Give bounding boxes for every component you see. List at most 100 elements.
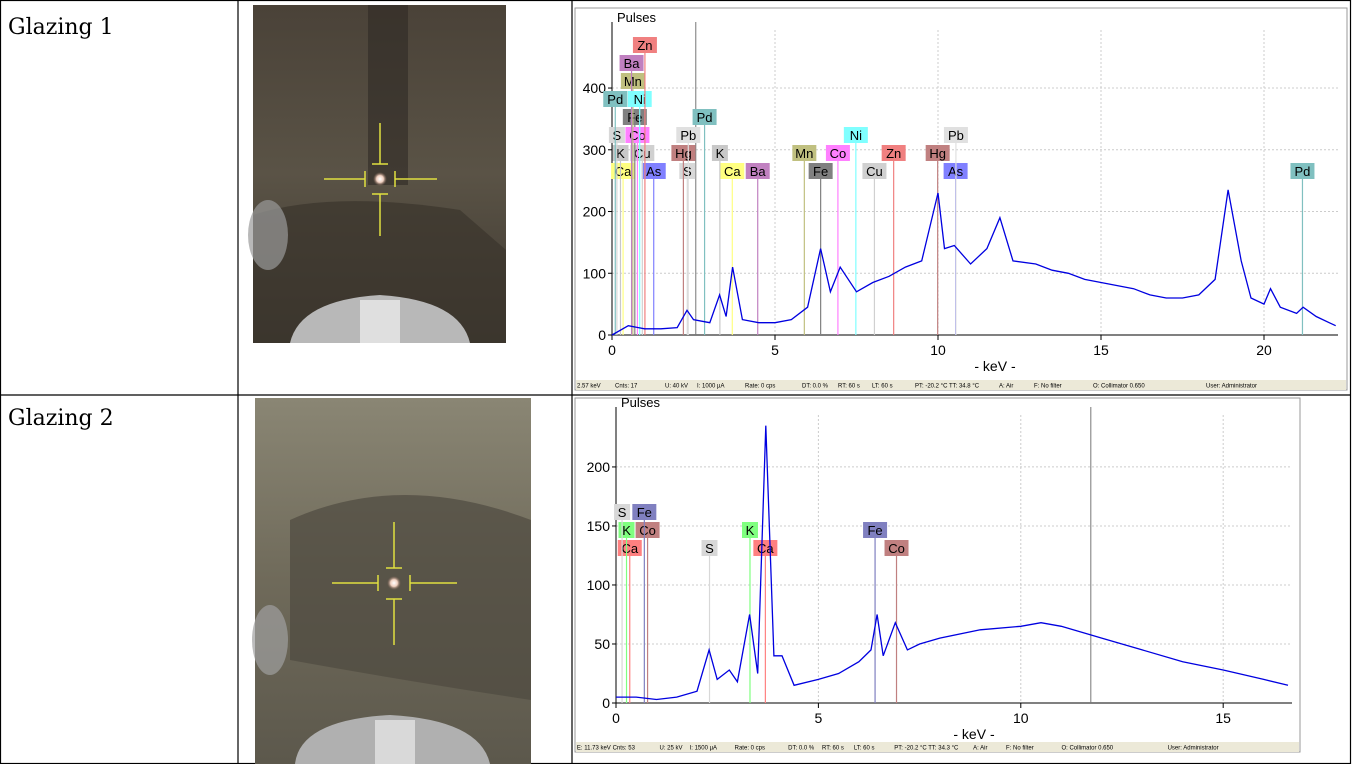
- element-label-box: [630, 145, 655, 161]
- status-text: LT: 60 s: [854, 746, 875, 752]
- x-tick-label: 5: [771, 342, 779, 358]
- element-label-box: [603, 91, 628, 107]
- element-label-box: [863, 522, 888, 538]
- status-text: LT: 60 s: [872, 384, 893, 390]
- element-label-box: [632, 37, 657, 53]
- element-label-box: [843, 127, 868, 143]
- spectrum-line: [611, 189, 1336, 336]
- element-label: S: [613, 128, 622, 143]
- element-label-box: [622, 109, 647, 125]
- status-text: User: Administrator: [1168, 746, 1219, 752]
- x-tick-label: 0: [608, 342, 616, 358]
- element-label: Ca: [724, 164, 741, 179]
- status-text: O: Collimator 0.650: [1061, 746, 1113, 752]
- row-label: Glazing 1: [8, 15, 114, 40]
- x-tick-label: 15: [1215, 710, 1231, 726]
- photo: [248, 5, 506, 343]
- status-bar: [576, 380, 1346, 390]
- status-text: RT: 60 s: [838, 384, 860, 390]
- spectrum-line: [616, 425, 1289, 701]
- element-label-box: [825, 145, 850, 161]
- row-label: Glazing 2: [8, 406, 114, 431]
- element-label: Mn: [795, 146, 813, 161]
- y-tick-label: 150: [587, 518, 611, 534]
- element-label: As: [646, 164, 662, 179]
- x-tick-label: 20: [1256, 342, 1272, 358]
- element-label: Ba: [750, 164, 767, 179]
- element-label-box: [862, 163, 887, 179]
- element-label: Mn: [624, 74, 642, 89]
- element-label-box: [619, 55, 644, 71]
- element-label-box: [641, 163, 666, 179]
- status-text: Rate: 0 cps: [745, 384, 775, 390]
- element-label: Fe: [867, 523, 882, 538]
- x-tick-label: 15: [1093, 342, 1109, 358]
- x-tick-label: 0: [612, 710, 620, 726]
- element-label: Pd: [607, 92, 623, 107]
- y-axis-title: Pulses: [621, 395, 661, 410]
- element-label: Co: [830, 146, 847, 161]
- element-label: Hg: [675, 146, 692, 161]
- y-tick-label: 100: [583, 265, 607, 281]
- status-text: PT: -20.2 °C TT: 34.3 °C: [894, 746, 959, 752]
- status-text: 2.57 keV: [577, 384, 601, 390]
- element-label-box: [792, 145, 817, 161]
- x-tick-label: 5: [814, 710, 822, 726]
- element-label: K: [716, 146, 725, 161]
- element-label: Co: [639, 523, 656, 538]
- status-text: Cnts: 17: [615, 384, 638, 390]
- element-label: Ca: [621, 541, 638, 556]
- element-label: Pd: [697, 110, 713, 125]
- element-label-box: [617, 540, 642, 556]
- element-label-box: [753, 540, 778, 556]
- status-text: F: No filter: [1034, 384, 1062, 390]
- element-label: Pb: [680, 128, 696, 143]
- element-label-box: [614, 504, 631, 520]
- element-label-box: [627, 91, 652, 107]
- status-text: E: 11.73 keV: [577, 746, 611, 752]
- element-label: Pb: [948, 128, 964, 143]
- element-label-box: [632, 504, 657, 520]
- photo: [252, 398, 531, 764]
- element-label-box: [671, 145, 696, 161]
- status-text: RT: 60 s: [822, 746, 844, 752]
- element-label: Ca: [615, 164, 632, 179]
- y-tick-label: 200: [587, 459, 611, 475]
- element-label-box: [676, 127, 701, 143]
- element-label-box: [884, 540, 909, 556]
- element-label: Zn: [637, 38, 652, 53]
- status-text: Cnts: 53: [613, 746, 636, 752]
- status-text: DT: 0.0 %: [802, 384, 829, 390]
- chart-frame: [574, 397, 1301, 753]
- y-tick-label: 0: [602, 695, 610, 711]
- element-label-box: [692, 109, 717, 125]
- status-text: A: Air: [999, 384, 1013, 390]
- status-text: PT: -20.2 °C TT: 34.8 °C: [915, 384, 980, 390]
- element-label-box: [745, 163, 770, 179]
- element-label: S: [683, 164, 692, 179]
- status-text: Rate: 0 cps: [735, 746, 765, 752]
- element-label: Ba: [624, 56, 641, 71]
- element-label-box: [741, 522, 758, 538]
- x-axis-title: - keV -: [953, 726, 995, 742]
- element-label-box: [925, 145, 950, 161]
- element-label: Cu: [866, 164, 883, 179]
- element-label: K: [622, 523, 631, 538]
- element-label: Ni: [634, 92, 646, 107]
- x-axis-title: - keV -: [974, 358, 1016, 374]
- y-tick-label: 200: [583, 204, 607, 220]
- y-tick-label: 300: [583, 142, 607, 158]
- status-text: U: 40 kV: [665, 384, 688, 390]
- element-label-box: [943, 127, 968, 143]
- status-text: I: 1000 µA: [697, 384, 724, 390]
- element-label-box: [620, 73, 645, 89]
- y-tick-label: 0: [598, 327, 606, 343]
- status-text: A: Air: [973, 746, 987, 752]
- x-tick-label: 10: [1013, 710, 1029, 726]
- element-label-box: [711, 145, 728, 161]
- status-text: O: Collimator 0.650: [1093, 384, 1145, 390]
- status-text: U: 25 kV: [660, 746, 683, 752]
- element-label-box: [720, 163, 745, 179]
